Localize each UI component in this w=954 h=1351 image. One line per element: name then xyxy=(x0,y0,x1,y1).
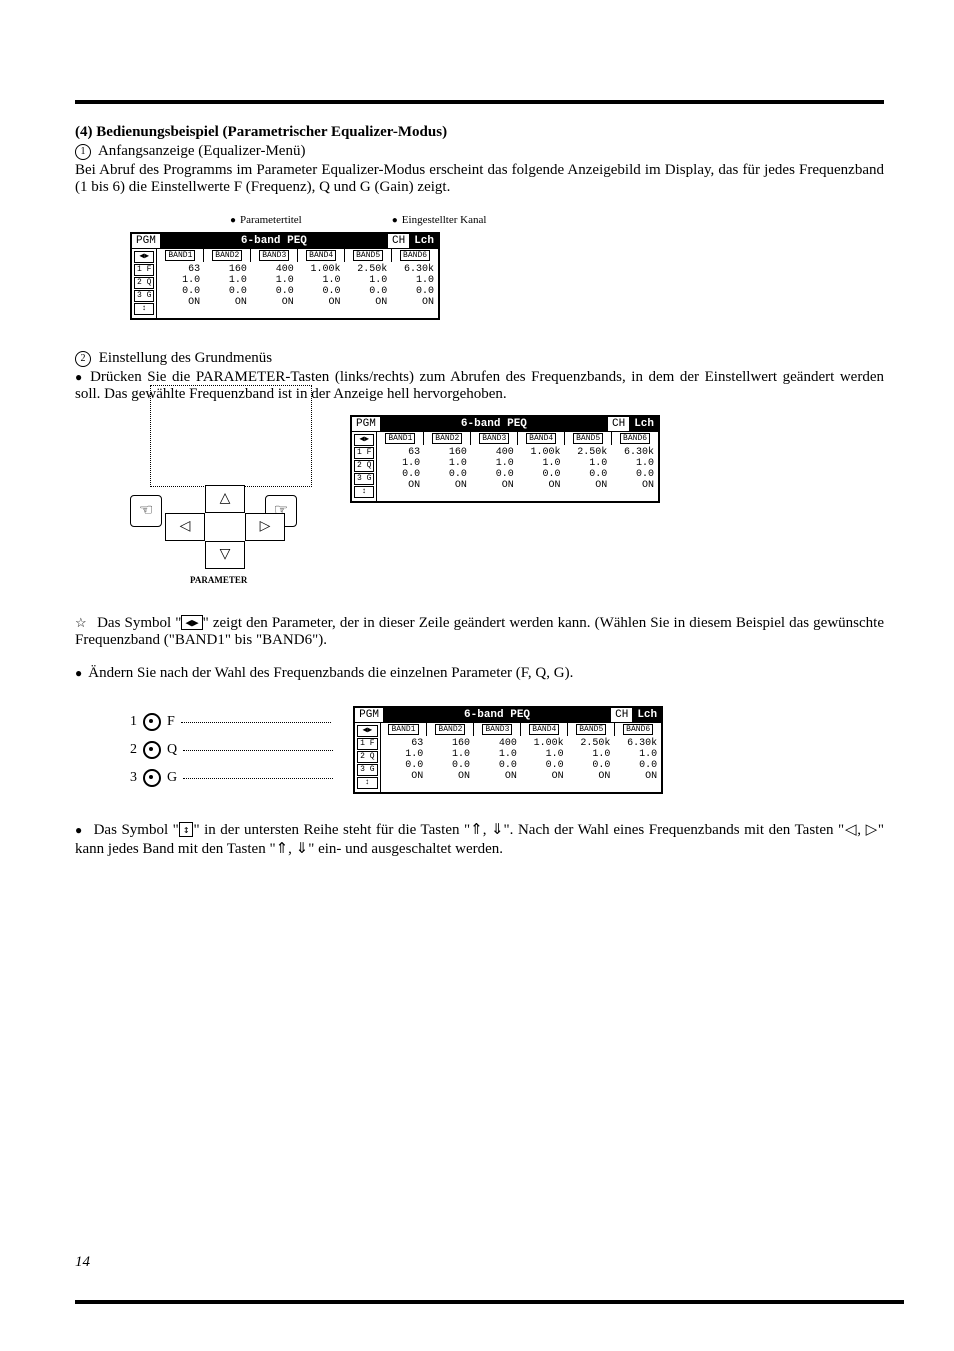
lcd-display-1: PGM 6-band PEQ CH Lch ◀▶ 1 F 2 Q 3 G ↕ B… xyxy=(130,232,440,320)
lcd2-title: 6-band PEQ xyxy=(381,417,608,431)
knob-icon xyxy=(143,769,161,787)
dpad-up: △ xyxy=(205,485,245,513)
lcd-annotations: Parametertitel Eingestellter Kanal xyxy=(230,214,884,226)
lcd2-pgm: PGM xyxy=(352,417,381,431)
side-arrow: ◀▶ xyxy=(134,251,154,263)
knob-3-row: 3 G xyxy=(130,764,333,792)
dpad-label: PARAMETER xyxy=(190,575,247,585)
band1: BAND1 xyxy=(165,250,195,261)
annot-left: Parametertitel xyxy=(230,214,302,226)
lcd-ch: CH xyxy=(388,234,410,248)
side-q: 2 Q xyxy=(134,277,154,289)
bottom-rule xyxy=(75,1300,904,1304)
lcd2-side: ◀▶ 1 F 2 Q 3 G ↕ xyxy=(352,432,377,501)
page-number: 14 xyxy=(75,1254,90,1271)
band5: BAND5 xyxy=(353,250,383,261)
knob-column: 1 F 2 Q 3 G xyxy=(130,708,333,792)
top-rule xyxy=(75,100,884,104)
knobs-lcd-row: 1 F 2 Q 3 G PGM 6-band PEQ CH xyxy=(130,706,884,794)
band6: BAND6 xyxy=(400,250,430,261)
lcd-values: 63 1.0 0.0 ON 160 1.0 0.0 ON 400 1.0 0.0… xyxy=(157,262,438,310)
lcd-display-2: PGM 6-band PEQ CH Lch ◀▶ 1 F 2 Q 3 G ↕ B… xyxy=(350,415,660,503)
side-updown: ↕ xyxy=(134,303,154,315)
step1-text: Bei Abruf des Programms im Parameter Equ… xyxy=(75,162,884,196)
step1-title: Anfangsanzeige (Equalizer-Menü) xyxy=(98,143,306,159)
side-g: 3 G xyxy=(134,290,154,302)
dotted-line xyxy=(181,722,331,723)
bottom-note: Das Symbol "↕" in der untersten Reihe st… xyxy=(75,820,884,858)
step1-line: 1 Anfangsanzeige (Equalizer-Menü) xyxy=(75,143,884,160)
lcd2-chval: Lch xyxy=(630,417,658,431)
section-number: (4) xyxy=(75,124,93,140)
knob-icon xyxy=(143,713,161,731)
band2: BAND2 xyxy=(212,250,242,261)
band3: BAND3 xyxy=(259,250,289,261)
dpad-down: ▽ xyxy=(205,541,245,569)
lcd-title-text: 6-band PEQ xyxy=(161,234,388,248)
knob-2-row: 2 Q xyxy=(130,736,333,764)
hand-left-icon: ☜ xyxy=(130,495,162,527)
band4: BAND4 xyxy=(306,250,336,261)
circled-2: 2 xyxy=(75,351,91,367)
knob-icon xyxy=(143,741,161,759)
arrow-symbol: ◀▶ xyxy=(181,615,202,630)
knob-1-row: 1 F xyxy=(130,708,333,736)
dotted-box xyxy=(150,385,312,487)
side-f: 1 F xyxy=(134,264,154,276)
annot-right: Eingestellter Kanal xyxy=(392,214,487,226)
section-title: Bedienungsbeispiel (Parametrischer Equal… xyxy=(96,124,447,140)
lcd1-block: Parametertitel Eingestellter Kanal PGM 6… xyxy=(130,214,884,320)
bullet2: Ändern Sie nach der Wahl des Frequenzban… xyxy=(75,665,884,682)
page: (4) Bedienungsbeispiel (Parametrischer E… xyxy=(0,0,954,1351)
lcd-pgm: PGM xyxy=(132,234,161,248)
lcd2-ch: CH xyxy=(608,417,630,431)
circled-1: 1 xyxy=(75,144,91,160)
step2-title: Einstellung des Grundmenüs xyxy=(99,350,272,366)
star-note: Das Symbol "◀▶" zeigt den Parameter, der… xyxy=(75,615,884,649)
lcd-display-3: PGM 6-band PEQ CH Lch ◀▶ 1 F 2 Q 3 G ↕ B… xyxy=(353,706,663,794)
lcd-grid: BAND1 BAND2 BAND3 BAND4 BAND5 BAND6 63 1… xyxy=(157,249,438,318)
dpad-diagram: ☜ ☞ △ ◁ ▷ ▽ PARAMETER xyxy=(130,425,330,595)
dpad-left: ◁ xyxy=(165,513,205,541)
lcd-side: ◀▶ 1 F 2 Q 3 G ↕ xyxy=(132,249,157,318)
lcd-chval: Lch xyxy=(410,234,438,248)
section-heading: (4) Bedienungsbeispiel (Parametrischer E… xyxy=(75,124,884,141)
dpad-lcd-row: ☜ ☞ △ ◁ ▷ ▽ PARAMETER PGM 6-band PEQ CH … xyxy=(130,415,884,595)
step2-line: 2 Einstellung des Grundmenüs xyxy=(75,350,884,367)
updown-symbol: ↕ xyxy=(179,822,194,837)
dpad-right: ▷ xyxy=(245,513,285,541)
